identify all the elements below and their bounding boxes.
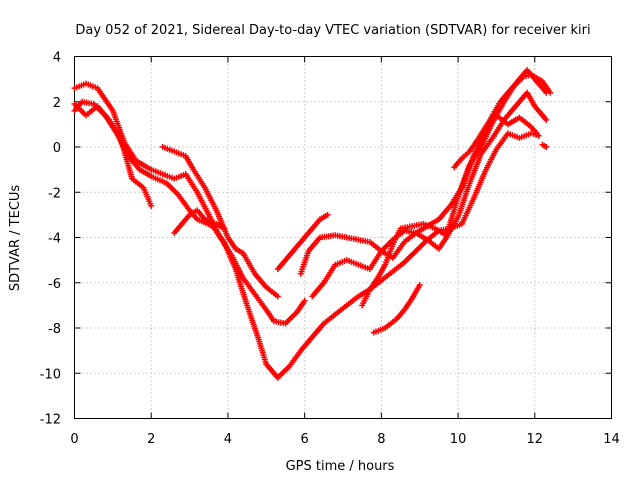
y-tick-label: -8 <box>48 322 61 337</box>
data-point-marker <box>547 89 554 96</box>
y-tick-label: -6 <box>48 277 61 292</box>
x-tick-label: 12 <box>527 432 544 447</box>
series-9 <box>359 67 550 309</box>
x-tick-label: 6 <box>301 432 309 447</box>
chart-title: Day 052 of 2021, Sidereal Day-to-day VTE… <box>75 23 590 38</box>
y-tick-label: -10 <box>40 367 61 382</box>
series-12 <box>539 141 550 150</box>
y-tick-label: -4 <box>48 232 61 247</box>
axis-ticks <box>74 56 612 419</box>
x-axis-label: GPS time / hours <box>286 459 395 474</box>
x-tick-label: 8 <box>377 432 385 447</box>
y-tick-label: 0 <box>53 141 61 156</box>
data-point-marker <box>543 144 550 150</box>
series-10 <box>370 282 423 336</box>
x-tick-label: 10 <box>450 432 467 447</box>
series-2 <box>71 98 542 381</box>
y-tick-label: 4 <box>53 51 61 66</box>
series-5 <box>171 207 228 236</box>
series-4 <box>159 144 281 300</box>
data-point-marker <box>274 293 281 300</box>
x-tick-label: 4 <box>224 432 232 447</box>
y-tick-label: -2 <box>48 186 61 201</box>
data-point-marker <box>324 211 331 218</box>
data-point-marker <box>148 202 155 209</box>
x-tick-label: 14 <box>603 432 620 447</box>
x-tick-labels: 0 2 4 6 8 10 12 14 <box>70 432 619 447</box>
y-tick-label: -12 <box>40 413 61 428</box>
x-tick-label: 2 <box>147 432 155 447</box>
y-tick-label: 2 <box>53 96 61 111</box>
data-point-marker <box>535 132 542 139</box>
series-11 <box>451 71 554 171</box>
data-point-marker <box>416 282 423 289</box>
data-point-marker <box>543 116 550 123</box>
series-6 <box>274 211 331 273</box>
x-tick-label: 0 <box>70 432 78 447</box>
data-point-marker <box>221 225 228 232</box>
y-tick-labels: -12 -10 -8 -6 -4 -2 0 2 4 <box>40 51 61 428</box>
data-points <box>71 67 554 381</box>
data-point-marker <box>301 297 308 304</box>
y-axis-label: SDTVAR / TECUs <box>8 185 23 292</box>
series-3 <box>71 101 155 209</box>
series-7 <box>297 112 542 277</box>
